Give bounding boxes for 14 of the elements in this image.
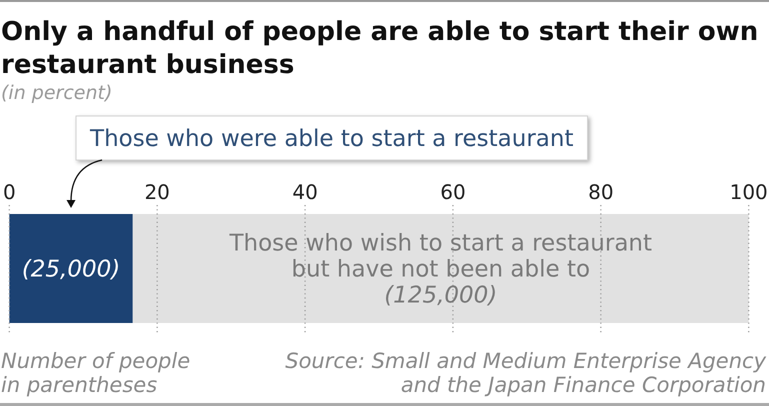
series-label: Those who wish to start a restaurant but have not been able to (228, 230, 652, 282)
x-tick-label: 60 (440, 180, 466, 204)
x-tick-label: 100 (730, 180, 768, 204)
x-tick-label: 20 (144, 180, 170, 204)
chart-subtitle: (in percent) (1, 82, 112, 104)
annotation: (125,000) (384, 282, 498, 308)
text: Number of people in parentheses (1, 349, 190, 397)
chart-title: Only a handful of people are able to start their own restaurant business (1, 17, 758, 80)
x-tick-label: 40 (292, 180, 318, 204)
text: Those who were able to start a restaurant (89, 126, 574, 152)
x-tick-label: 0 (2, 180, 16, 204)
annotation: (25,000) (22, 256, 120, 282)
source-note: Source: Small and Medium Enterprise Agency and the Japan Finance Corporation (285, 349, 767, 397)
x-tick-label: 80 (588, 180, 614, 204)
